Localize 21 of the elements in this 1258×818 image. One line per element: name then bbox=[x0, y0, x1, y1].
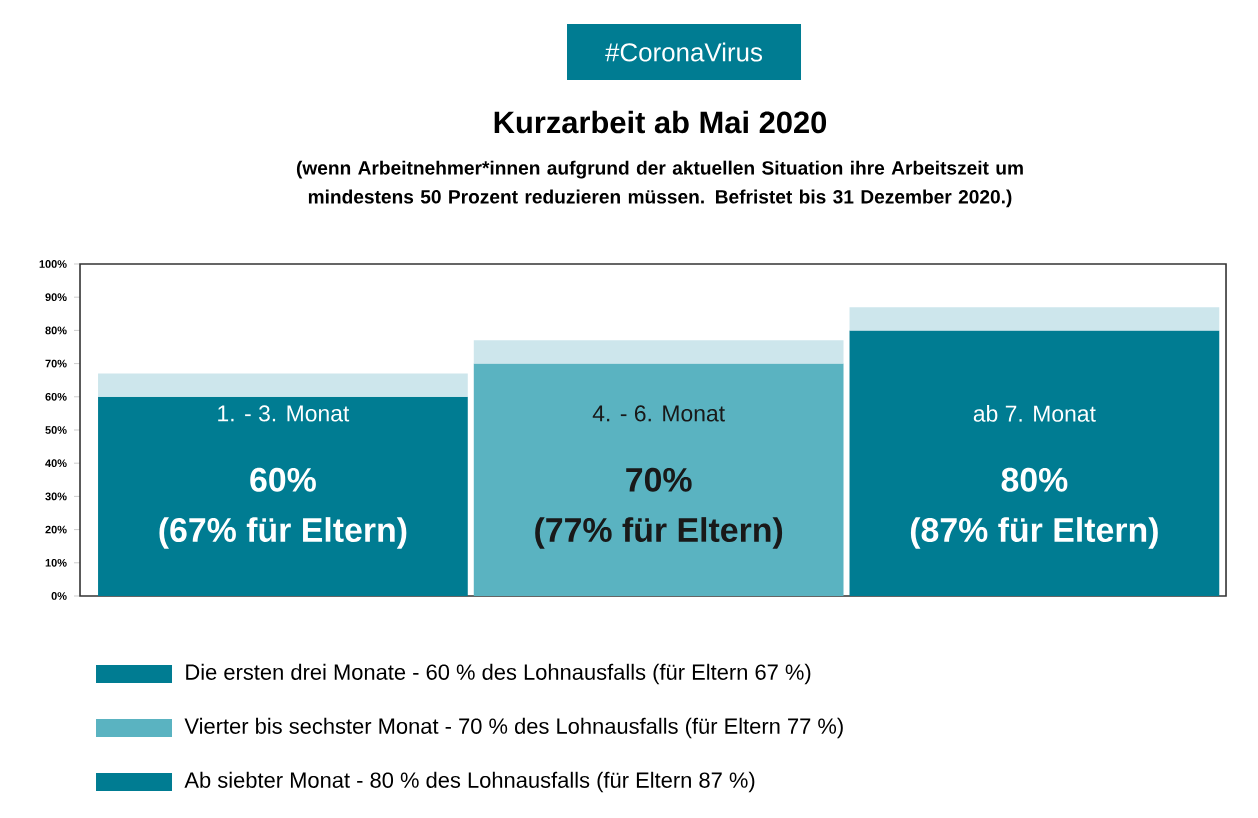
legend-label: Ab siebter Monat - 80 % des Lohnausfalls (für Eltern 87 %) bbox=[184, 771, 755, 793]
annotation: (67% für Eltern) bbox=[159, 517, 407, 549]
annotation: (87% für Eltern) bbox=[910, 517, 1158, 549]
legend-label: Die ersten drei Monate - 60 % des Lohnausfalls (für Eltern 67 %) bbox=[186, 663, 811, 685]
bar bbox=[849, 307, 1220, 331]
annotation: (77% für Eltern) bbox=[535, 517, 783, 549]
chart-subtitle: (wenn Arbeitnehmer*innen aufgrund der aktuellen Situation ihre Arbeitszeit um mindestens 50 Prozent reduzieren müssen. Befristet bis 31 Dezember 2020.) bbox=[296, 160, 1023, 208]
x-tick-label: ab 7. Monat bbox=[973, 404, 1096, 422]
data-label: 60% bbox=[250, 467, 316, 492]
bar bbox=[849, 330, 1220, 596]
x-tick-label: 4. - 6. Monat bbox=[592, 405, 725, 422]
bar bbox=[98, 396, 468, 596]
bar bbox=[473, 340, 844, 364]
data-label: 70% bbox=[626, 467, 692, 492]
text: #CoronaVirus bbox=[605, 42, 763, 62]
data-label: 80% bbox=[1001, 467, 1068, 492]
legend-label: Vierter bis sechster Monat - 70 % des Lohnausfalls (für Eltern 77 %) bbox=[184, 717, 843, 739]
x-tick-label: 1. - 3. Monat bbox=[218, 405, 350, 422]
chart-title: Kurzarbeit ab Mai 2020 bbox=[494, 110, 827, 134]
bar bbox=[473, 363, 844, 596]
bar bbox=[98, 373, 468, 397]
